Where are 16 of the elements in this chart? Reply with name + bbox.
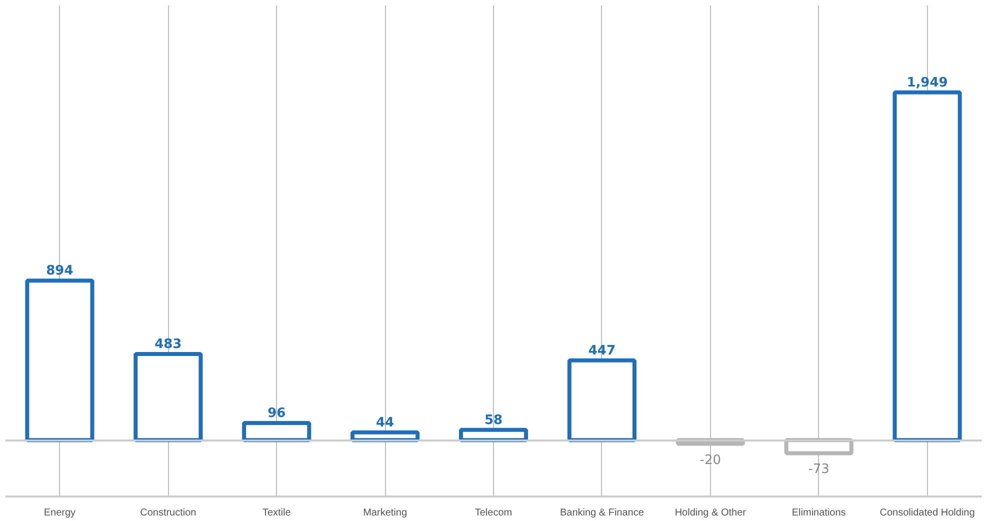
x-tick-label: Eliminations	[792, 508, 846, 518]
data-label: 483	[154, 337, 182, 352]
data-label: 447	[588, 343, 616, 358]
data-label: 44	[376, 415, 394, 430]
data-label: 1,949	[906, 75, 948, 90]
x-tick-label: Construction	[140, 508, 196, 518]
x-tick-label: Textile	[262, 508, 292, 518]
x-tick-label: Banking & Finance	[560, 508, 644, 518]
data-label: 58	[484, 412, 503, 428]
data-label: 96	[268, 406, 286, 422]
x-tick-label: Holding & Other	[674, 508, 747, 518]
x-tick-label: Energy	[44, 508, 76, 518]
data-label: 894	[46, 264, 74, 279]
x-tick-label: Marketing	[363, 508, 408, 518]
x-tick-label: Telecom	[474, 508, 512, 518]
x-tick-label: Consolidated Holding	[880, 508, 975, 518]
